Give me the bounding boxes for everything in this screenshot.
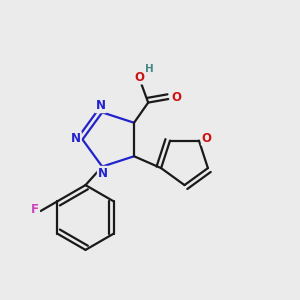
Text: N: N bbox=[98, 167, 108, 180]
Text: O: O bbox=[202, 132, 212, 145]
Text: H: H bbox=[145, 64, 154, 74]
Text: O: O bbox=[134, 70, 144, 84]
Text: O: O bbox=[171, 91, 181, 104]
Text: N: N bbox=[96, 99, 106, 112]
Text: F: F bbox=[31, 203, 39, 216]
Text: N: N bbox=[71, 132, 81, 145]
